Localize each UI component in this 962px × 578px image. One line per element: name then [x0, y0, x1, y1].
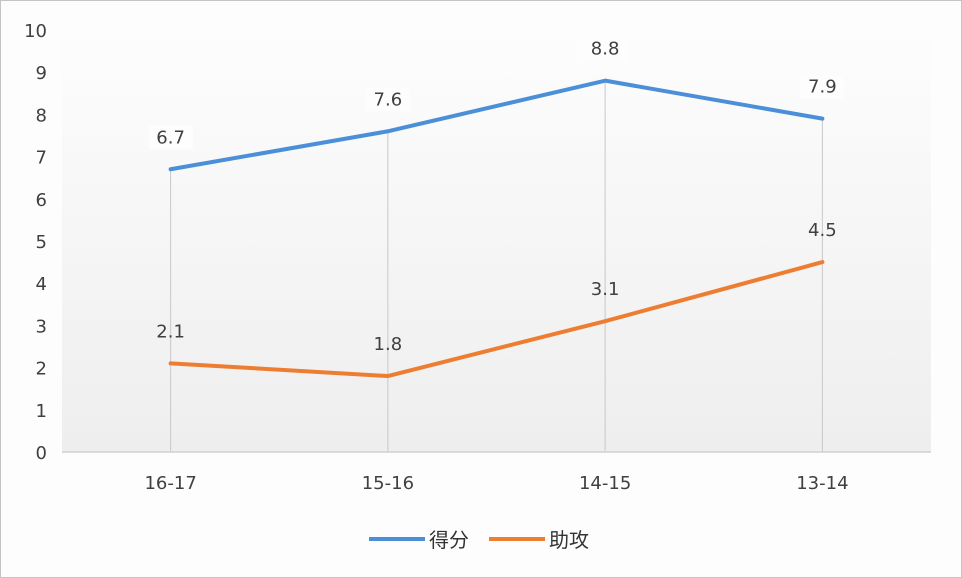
- legend-label-0: 得分: [429, 528, 469, 552]
- data-label: 2.1: [156, 321, 185, 342]
- data-label: 7.6: [374, 89, 403, 110]
- y-axis-tick-labels: 0 1 2 3 4 5 6 7 8 9 10: [24, 21, 47, 464]
- y-tick-label: 1: [36, 401, 47, 422]
- data-label-bg: [800, 74, 845, 99]
- series-line-0: [168, 78, 825, 172]
- plot-area: [62, 29, 931, 452]
- y-tick-label: 2: [36, 359, 47, 380]
- y-tick-label: 4: [36, 274, 47, 295]
- data-label-bg: [365, 87, 410, 112]
- series-line-1: [168, 260, 825, 379]
- series-lines: [168, 78, 825, 379]
- y-tick-label: 5: [36, 232, 47, 253]
- data-label: 6.7: [156, 127, 185, 148]
- data-label: 8.8: [591, 39, 620, 60]
- legend: 得分 助攻: [369, 528, 589, 552]
- data-label: 1.8: [374, 334, 403, 355]
- data-label-bg: [583, 36, 628, 61]
- legend-label-1: 助攻: [549, 528, 589, 552]
- data-labels: 6.7 7.6 8.8 7.9 2.1 1.8 3.1 4.5: [148, 36, 845, 355]
- y-tick-label: 6: [36, 190, 47, 211]
- data-label: 7.9: [808, 77, 837, 98]
- y-tick-label: 9: [36, 63, 47, 84]
- data-label: 3.1: [591, 279, 620, 300]
- x-tick-label: 15-16: [362, 473, 414, 494]
- y-tick-label: 10: [24, 21, 47, 42]
- x-tick-label: 13-14: [796, 473, 848, 494]
- x-tick-label: 14-15: [579, 473, 631, 494]
- y-tick-label: 3: [36, 316, 47, 337]
- data-label-bg: [148, 125, 193, 150]
- y-tick-label: 0: [36, 443, 47, 464]
- y-tick-label: 7: [36, 148, 47, 169]
- x-tick-label: 16-17: [144, 473, 196, 494]
- y-tick-label: 8: [36, 105, 47, 126]
- data-label: 4.5: [808, 220, 837, 241]
- drop-lines: [170, 80, 823, 452]
- x-axis-tick-labels: 16-17 15-16 14-15 13-14: [144, 473, 848, 494]
